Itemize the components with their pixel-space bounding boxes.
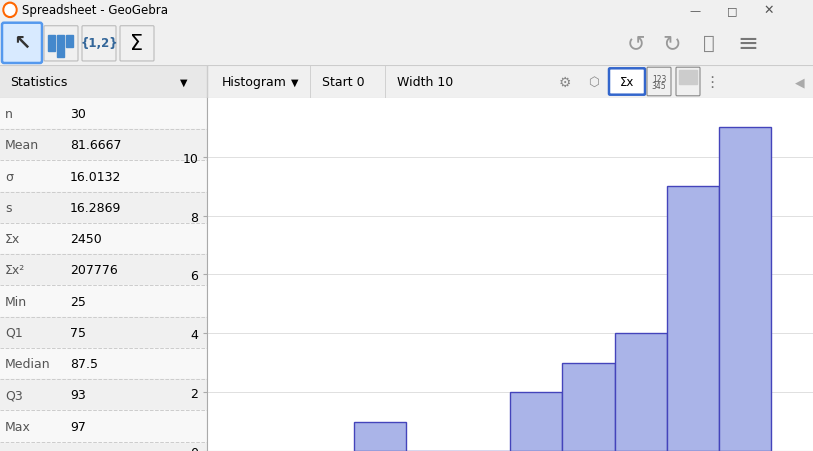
Text: Mean: Mean <box>5 139 39 152</box>
Bar <box>511 392 563 451</box>
Text: ▼: ▼ <box>291 77 298 87</box>
Bar <box>0 161 207 192</box>
Bar <box>0 348 207 379</box>
Text: 75: 75 <box>70 326 86 339</box>
Text: Max: Max <box>5 419 31 433</box>
Text: —: — <box>689 6 701 16</box>
Text: 97: 97 <box>70 419 86 433</box>
Text: ▼: ▼ <box>180 77 188 87</box>
Bar <box>0 99 207 130</box>
FancyBboxPatch shape <box>2 23 42 64</box>
Text: 345: 345 <box>652 82 667 91</box>
Text: 30: 30 <box>70 108 86 121</box>
Text: {1,2}: {1,2} <box>80 37 118 50</box>
Text: Q1: Q1 <box>5 326 23 339</box>
Text: Σx: Σx <box>620 76 634 89</box>
Text: 🔍: 🔍 <box>703 34 715 53</box>
Text: Histogram: Histogram <box>222 76 287 89</box>
Text: 16.2869: 16.2869 <box>70 202 121 214</box>
Text: 25: 25 <box>70 295 86 308</box>
Circle shape <box>5 5 15 16</box>
Text: 207776: 207776 <box>70 264 118 277</box>
Bar <box>0 286 207 317</box>
Bar <box>563 363 615 451</box>
Text: 2450: 2450 <box>70 233 102 245</box>
Text: Σx: Σx <box>5 233 20 245</box>
Text: n: n <box>5 108 13 121</box>
Text: Median: Median <box>5 357 50 370</box>
Text: Start 0: Start 0 <box>322 76 364 89</box>
Text: ↺: ↺ <box>627 34 646 54</box>
Bar <box>0 192 207 223</box>
Text: Σx²: Σx² <box>5 264 25 277</box>
Text: ≡: ≡ <box>737 32 759 56</box>
Bar <box>0 410 207 442</box>
FancyBboxPatch shape <box>609 69 645 96</box>
Text: 81.6667: 81.6667 <box>70 139 122 152</box>
Bar <box>48 36 55 52</box>
Text: σ: σ <box>5 170 13 183</box>
Bar <box>0 130 207 161</box>
Bar <box>57 36 64 58</box>
Text: 87.5: 87.5 <box>70 357 98 370</box>
Bar <box>0 317 207 348</box>
Circle shape <box>3 3 17 18</box>
Text: Width 10: Width 10 <box>397 76 454 89</box>
Text: 93: 93 <box>70 388 86 401</box>
Bar <box>679 71 697 84</box>
Bar <box>0 255 207 286</box>
Text: ↻: ↻ <box>663 34 681 54</box>
Bar <box>667 187 719 451</box>
Bar <box>0 66 207 99</box>
Text: ◀: ◀ <box>795 76 805 89</box>
Text: □: □ <box>727 6 737 16</box>
Text: ↖: ↖ <box>13 34 31 54</box>
Text: ✕: ✕ <box>763 5 774 17</box>
Text: Min: Min <box>5 295 27 308</box>
Text: ⬡: ⬡ <box>588 76 598 89</box>
Bar <box>615 334 667 451</box>
Bar <box>66 36 73 48</box>
Bar <box>0 223 207 255</box>
Text: ⚙: ⚙ <box>559 75 572 89</box>
Text: Σ: Σ <box>130 34 144 54</box>
Text: Statistics: Statistics <box>10 76 67 89</box>
Text: ⋮: ⋮ <box>704 75 720 90</box>
Bar <box>0 379 207 410</box>
Bar <box>719 128 772 451</box>
Text: 123: 123 <box>652 74 666 83</box>
Text: Q3: Q3 <box>5 388 23 401</box>
Text: s: s <box>5 202 11 214</box>
Bar <box>354 422 406 451</box>
Text: 16.0132: 16.0132 <box>70 170 121 183</box>
Text: Spreadsheet - GeoGebra: Spreadsheet - GeoGebra <box>22 5 168 17</box>
